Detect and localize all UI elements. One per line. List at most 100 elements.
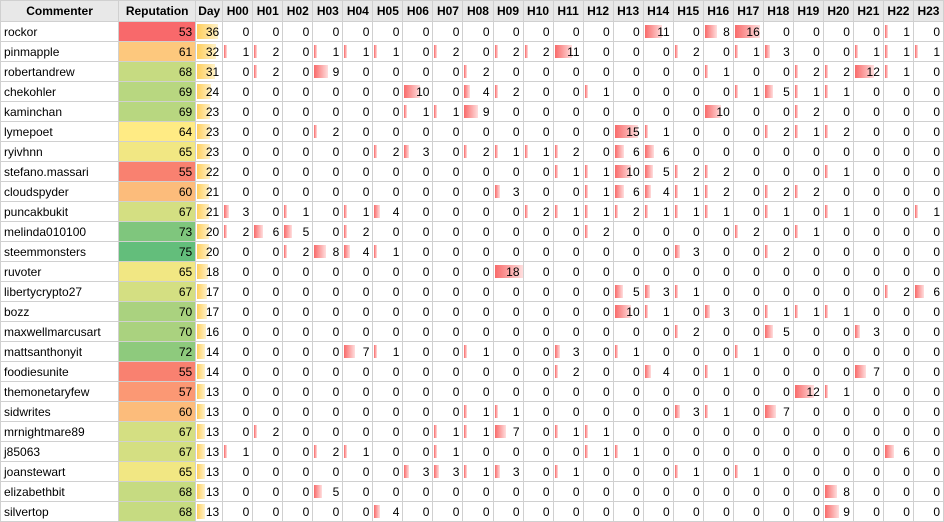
hour-cell[interactable]: 0 [912,461,944,482]
hour-cell[interactable]: 9 [312,61,344,82]
hour-cell[interactable]: 0 [702,261,734,282]
hour-cell[interactable]: 0 [522,61,554,82]
hour-cell[interactable]: 1 [612,441,644,462]
day-cell[interactable]: 22 [195,161,224,182]
hour-cell[interactable]: 0 [852,481,884,502]
hour-cell[interactable]: 1 [492,401,524,422]
reputation-cell[interactable]: 75 [118,241,197,262]
hour-cell[interactable]: 0 [762,361,794,382]
day-cell[interactable]: 24 [195,81,224,102]
hour-cell[interactable]: 0 [462,381,494,402]
hour-cell[interactable]: 0 [642,441,674,462]
hour-cell[interactable]: 0 [342,321,374,342]
hour-cell[interactable]: 0 [402,381,434,402]
hour-cell[interactable]: 1 [402,101,434,122]
hour-cell[interactable]: 0 [852,121,884,142]
day-cell[interactable]: 31 [195,61,224,82]
column-header-h08[interactable]: H08 [462,0,494,22]
hour-cell[interactable]: 0 [402,121,434,142]
hour-cell[interactable]: 1 [882,21,914,42]
hour-cell[interactable]: 2 [462,141,494,162]
hour-cell[interactable]: 0 [312,341,344,362]
hour-cell[interactable]: 15 [612,121,644,142]
column-header-h10[interactable]: H10 [522,0,554,22]
reputation-cell[interactable]: 55 [118,161,197,182]
hour-cell[interactable]: 0 [822,441,854,462]
hour-cell[interactable]: 2 [252,61,284,82]
commenter-cell[interactable]: ruvoter [0,261,120,282]
hour-cell[interactable]: 1 [822,161,854,182]
hour-cell[interactable]: 0 [462,281,494,302]
hour-cell[interactable]: 0 [912,381,944,402]
hour-cell[interactable]: 0 [252,361,284,382]
hour-cell[interactable]: 0 [372,381,404,402]
hour-cell[interactable]: 0 [762,501,794,522]
hour-cell[interactable]: 0 [342,261,374,282]
hour-cell[interactable]: 0 [342,281,374,302]
day-cell[interactable]: 17 [195,281,224,302]
hour-cell[interactable]: 0 [612,221,644,242]
hour-cell[interactable]: 5 [282,221,314,242]
hour-cell[interactable]: 0 [342,501,374,522]
hour-cell[interactable]: 0 [222,61,254,82]
hour-cell[interactable]: 0 [312,361,344,382]
commenter-cell[interactable]: pinmapple [0,41,120,62]
hour-cell[interactable]: 0 [822,101,854,122]
hour-cell[interactable]: 0 [402,181,434,202]
hour-cell[interactable]: 0 [222,121,254,142]
hour-cell[interactable]: 0 [762,161,794,182]
hour-cell[interactable]: 1 [792,221,824,242]
hour-cell[interactable]: 2 [282,241,314,262]
hour-cell[interactable]: 0 [462,21,494,42]
hour-cell[interactable]: 0 [882,81,914,102]
hour-cell[interactable]: 0 [402,501,434,522]
hour-cell[interactable]: 0 [492,281,524,302]
hour-cell[interactable]: 6 [642,141,674,162]
hour-cell[interactable]: 0 [222,321,254,342]
hour-cell[interactable]: 0 [822,421,854,442]
hour-cell[interactable]: 0 [852,381,884,402]
hour-cell[interactable]: 0 [222,501,254,522]
hour-cell[interactable]: 0 [492,201,524,222]
hour-cell[interactable]: 0 [282,21,314,42]
hour-cell[interactable]: 0 [372,121,404,142]
reputation-cell[interactable]: 68 [118,61,197,82]
hour-cell[interactable]: 0 [402,421,434,442]
column-header-h22[interactable]: H22 [882,0,914,22]
hour-cell[interactable]: 0 [252,81,284,102]
hour-cell[interactable]: 0 [852,401,884,422]
hour-cell[interactable]: 0 [312,161,344,182]
hour-cell[interactable]: 0 [402,301,434,322]
hour-cell[interactable]: 0 [852,281,884,302]
hour-cell[interactable]: 0 [612,421,644,442]
hour-cell[interactable]: 1 [342,441,374,462]
hour-cell[interactable]: 2 [222,221,254,242]
hour-cell[interactable]: 0 [312,221,344,242]
hour-cell[interactable]: 0 [312,21,344,42]
reputation-cell[interactable]: 67 [118,441,197,462]
hour-cell[interactable]: 0 [612,501,644,522]
hour-cell[interactable]: 0 [402,201,434,222]
day-cell[interactable]: 13 [195,401,224,422]
hour-cell[interactable]: 0 [222,161,254,182]
hour-cell[interactable]: 0 [852,21,884,42]
hour-cell[interactable]: 0 [882,361,914,382]
hour-cell[interactable]: 0 [672,61,704,82]
hour-cell[interactable]: 0 [912,321,944,342]
hour-cell[interactable]: 0 [792,321,824,342]
hour-cell[interactable]: 0 [372,161,404,182]
hour-cell[interactable]: 4 [642,181,674,202]
hour-cell[interactable]: 3 [642,281,674,302]
hour-cell[interactable]: 0 [822,21,854,42]
column-header-h23[interactable]: H23 [912,0,944,22]
hour-cell[interactable]: 1 [582,441,614,462]
hour-cell[interactable]: 0 [282,381,314,402]
hour-cell[interactable]: 0 [492,321,524,342]
hour-cell[interactable]: 0 [402,21,434,42]
hour-cell[interactable]: 0 [432,241,464,262]
hour-cell[interactable]: 0 [822,461,854,482]
hour-cell[interactable]: 0 [402,281,434,302]
hour-cell[interactable]: 0 [882,301,914,322]
column-header-h06[interactable]: H06 [402,0,434,22]
day-cell[interactable]: 23 [195,101,224,122]
